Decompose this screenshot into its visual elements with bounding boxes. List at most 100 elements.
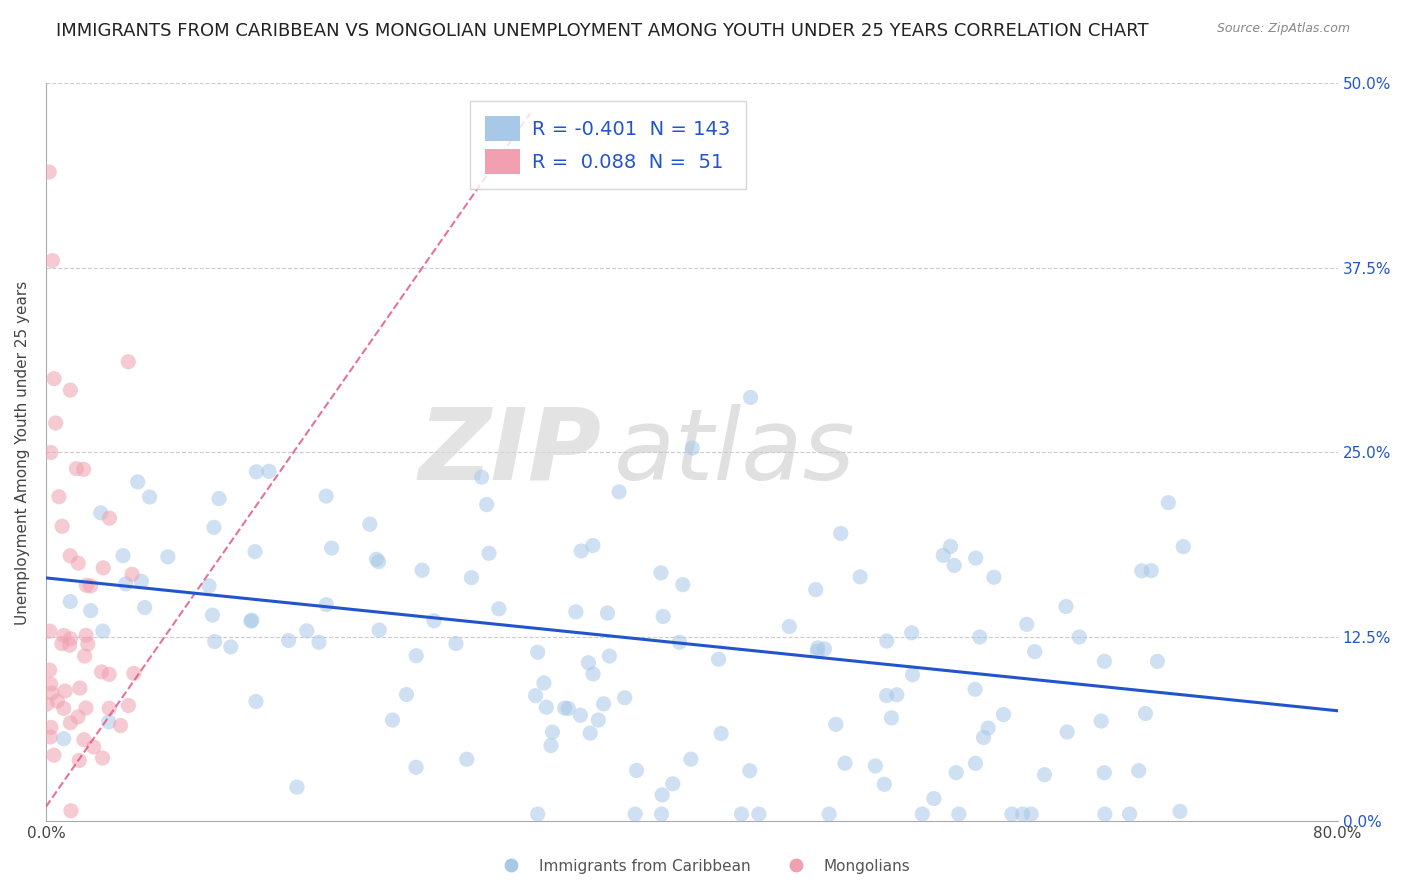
Point [1011, 807, 1033, 822]
Point [565, 605, 588, 619]
Point [661, 777, 683, 791]
Point [405, 648, 427, 663]
Point [73, 648, 96, 663]
Point [965, 682, 987, 697]
Point [849, 570, 872, 584]
Point [1024, 645, 1046, 659]
Point [111, 549, 134, 563]
Point [52, 628, 75, 642]
Point [456, 752, 478, 766]
Point [922, 791, 945, 805]
Point [541, 725, 564, 739]
Point [35, 697, 58, 711]
Point [1056, 725, 1078, 739]
Point [1135, 706, 1157, 721]
Point [277, 633, 299, 648]
Point [804, 582, 827, 597]
Point [39, 445, 62, 459]
Point [38, 663, 60, 677]
Point [52, 731, 75, 746]
Point [576, 656, 599, 670]
Point [423, 614, 446, 628]
Point [67, 754, 90, 768]
Point [818, 807, 841, 822]
Point [208, 491, 231, 506]
Point [540, 739, 562, 753]
Point [945, 765, 967, 780]
Point [245, 465, 267, 479]
Point [38, 624, 60, 639]
Point [156, 549, 179, 564]
Point [285, 780, 308, 794]
Point [59, 383, 82, 397]
Point [75, 628, 97, 642]
Point [740, 391, 762, 405]
Point [79, 579, 101, 593]
Point [588, 713, 610, 727]
Point [122, 666, 145, 681]
Point [59, 638, 82, 652]
Point [359, 517, 381, 532]
Point [710, 726, 733, 740]
Point [865, 759, 887, 773]
Point [110, 718, 132, 732]
Point [65, 461, 87, 475]
Point [75, 701, 97, 715]
Point [239, 614, 262, 628]
Point [1140, 564, 1163, 578]
Point [1019, 807, 1042, 822]
Point [368, 623, 391, 637]
Point [626, 764, 648, 778]
Point [524, 689, 547, 703]
Point [651, 788, 673, 802]
Point [830, 526, 852, 541]
Point [460, 571, 482, 585]
Point [596, 606, 619, 620]
Point [41, 686, 63, 700]
Point [901, 667, 924, 681]
Point [98, 511, 121, 525]
Point [554, 701, 576, 715]
Point [569, 544, 592, 558]
Point [1069, 630, 1091, 644]
Point [672, 577, 695, 591]
Point [39, 720, 62, 734]
Point [51, 637, 73, 651]
Point [134, 600, 156, 615]
Point [965, 551, 987, 566]
Point [886, 688, 908, 702]
Point [38, 165, 60, 179]
Point [873, 777, 896, 791]
Point [1146, 654, 1168, 668]
Point [204, 634, 226, 648]
Point [579, 726, 602, 740]
Point [240, 613, 263, 627]
Point [83, 739, 105, 754]
Point [66, 710, 89, 724]
Point [1173, 540, 1195, 554]
Point [679, 752, 702, 766]
Point [488, 602, 510, 616]
Point [245, 694, 267, 708]
Point [993, 707, 1015, 722]
Point [650, 566, 672, 580]
Point [202, 520, 225, 534]
Point [395, 688, 418, 702]
Point [91, 624, 114, 638]
Point [1090, 714, 1112, 728]
Point [308, 635, 330, 649]
Point [607, 484, 630, 499]
Legend: Immigrants from Caribbean, Mongolians: Immigrants from Caribbean, Mongolians [489, 853, 917, 880]
Text: atlas: atlas [614, 404, 856, 501]
Point [69, 681, 91, 695]
Point [557, 701, 579, 715]
Point [1130, 564, 1153, 578]
Point [411, 563, 433, 577]
Point [533, 676, 555, 690]
Point [880, 711, 903, 725]
Point [90, 506, 112, 520]
Point [121, 567, 143, 582]
Point [807, 640, 830, 655]
Point [42, 748, 65, 763]
Point [59, 632, 82, 646]
